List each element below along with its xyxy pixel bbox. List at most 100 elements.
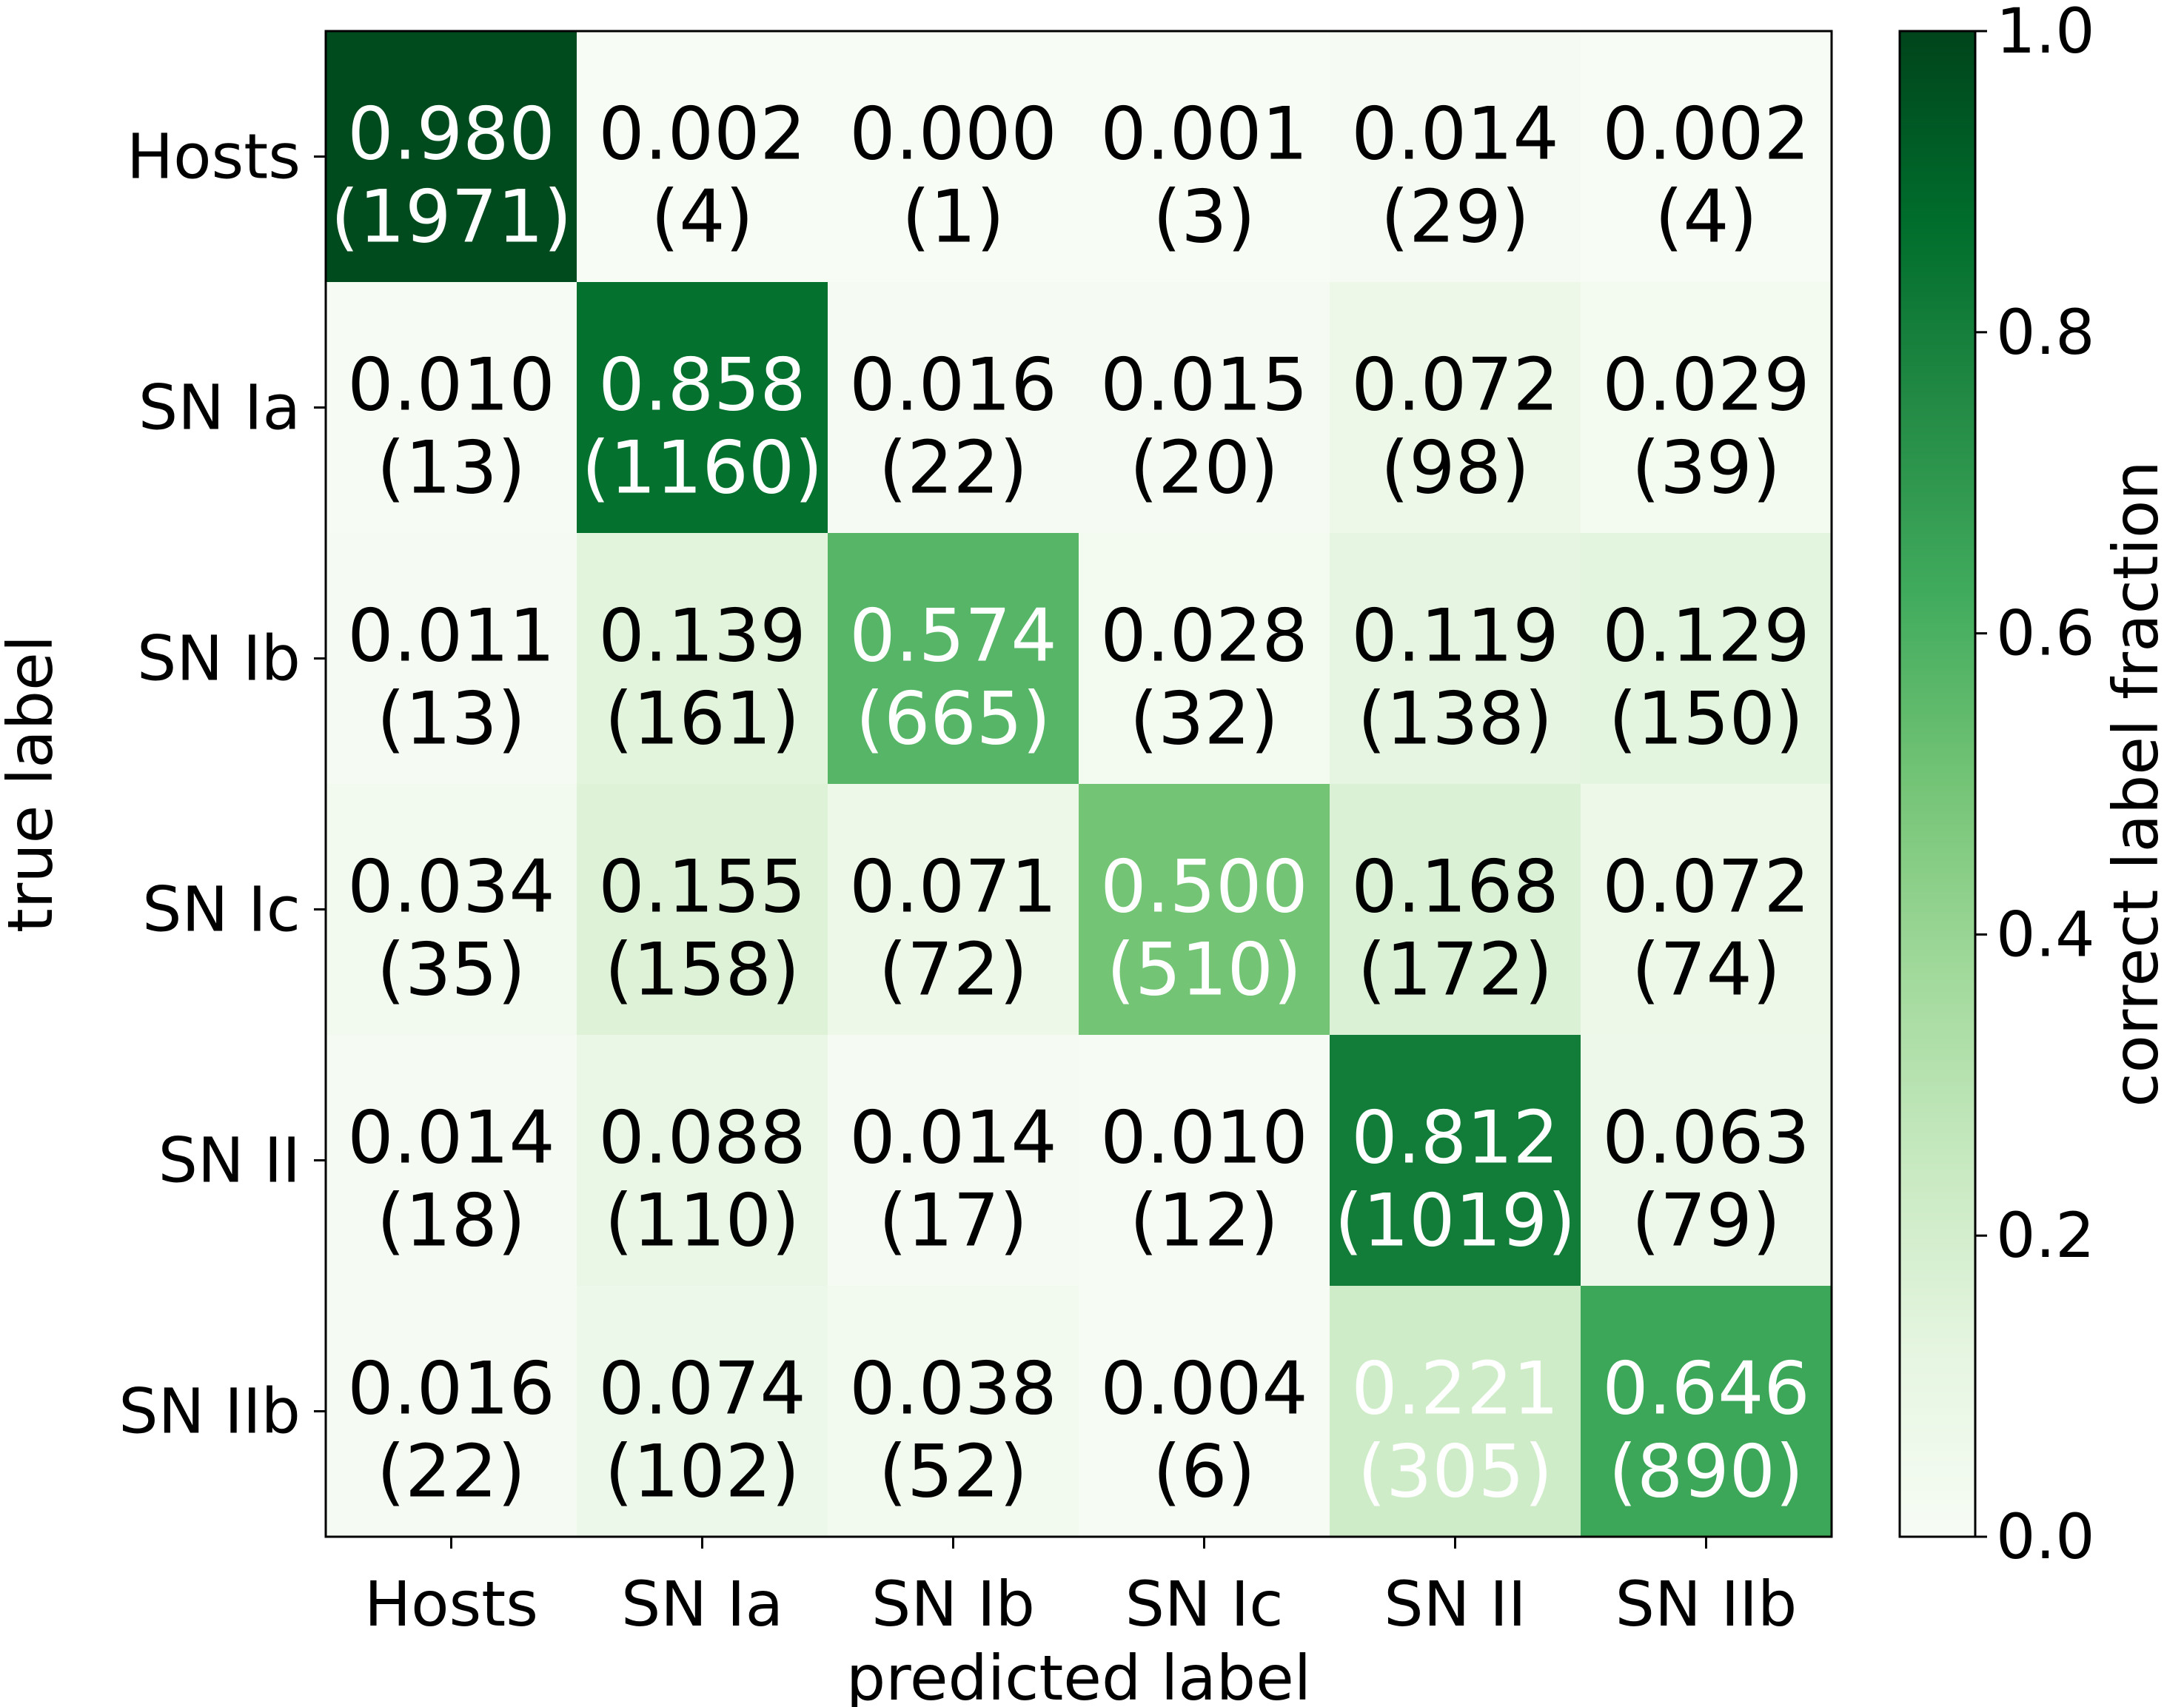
heatmap-cell — [828, 1286, 1079, 1537]
heatmap-cell — [1330, 533, 1581, 785]
colorbar-label: correct label fraction — [2100, 460, 2172, 1107]
heatmap-cell — [577, 282, 828, 534]
heatmap-cell — [326, 282, 577, 534]
cell-count-label: (39) — [1632, 426, 1781, 511]
heatmap-cell — [1581, 533, 1832, 785]
cell-count-label: (22) — [377, 1430, 526, 1515]
x-tick-label: SN II — [1384, 1568, 1526, 1640]
heatmap-cell — [828, 533, 1079, 785]
heatmap-cell — [326, 31, 577, 283]
cell-fraction-label: 0.004 — [1100, 1347, 1308, 1432]
x-axis: Hosts SN Ia SN Ib SN Ic SN II SN IIb — [364, 1537, 1797, 1640]
cell-fraction-label: 0.129 — [1602, 594, 1810, 679]
heatmap-cell — [1330, 1035, 1581, 1287]
cell-count-label: (13) — [377, 426, 526, 511]
cell-count-label: (17) — [879, 1179, 1028, 1264]
cell-count-label: (1019) — [1335, 1179, 1576, 1264]
colorbar-tick-label: 0.8 — [1996, 296, 2095, 369]
cell-count-label: (72) — [879, 928, 1028, 1013]
cell-count-label: (74) — [1632, 928, 1781, 1013]
heatmap-cell — [1079, 282, 1330, 534]
x-axis-label: predicted label — [846, 1642, 1311, 1707]
heatmap-cell — [1330, 31, 1581, 283]
plot-frame — [324, 30, 1833, 1538]
cell-count-label: (35) — [377, 928, 526, 1013]
cell-count-label: (13) — [377, 677, 526, 762]
cell-fraction-label: 0.011 — [347, 594, 555, 679]
heatmap-cell — [326, 1035, 577, 1287]
cell-count-label: (890) — [1609, 1430, 1804, 1515]
heatmap-cell — [1330, 1286, 1581, 1537]
y-tick-label: SN Ia — [138, 372, 301, 444]
cell-count-label: (79) — [1632, 1179, 1781, 1264]
heatmap-cell — [1079, 784, 1330, 1036]
heatmap-cell — [577, 1286, 828, 1537]
cell-count-label: (161) — [605, 677, 800, 762]
cell-fraction-label: 0.074 — [598, 1347, 806, 1432]
heatmap-cell — [577, 784, 828, 1036]
cell-count-label: (32) — [1130, 677, 1279, 762]
cell-fraction-label: 0.002 — [598, 93, 806, 177]
cell-count-label: (22) — [879, 426, 1028, 511]
cell-fraction-label: 0.014 — [849, 1096, 1057, 1181]
cell-fraction-label: 0.139 — [598, 594, 806, 679]
heatmap-cell — [1079, 1035, 1330, 1287]
cell-fraction-label: 0.000 — [849, 93, 1057, 177]
heatmap-cell — [326, 784, 577, 1036]
cell-fraction-label: 0.574 — [849, 594, 1057, 679]
cell-count-label: (18) — [377, 1179, 526, 1264]
cell-count-label: (52) — [879, 1430, 1028, 1515]
cell-fraction-label: 0.002 — [1602, 93, 1810, 177]
cell-count-label: (510) — [1107, 928, 1302, 1013]
cell-count-label: (305) — [1358, 1430, 1553, 1515]
cell-fraction-label: 0.071 — [849, 845, 1057, 930]
cell-fraction-label: 0.001 — [1100, 93, 1308, 177]
cell-count-label: (1160) — [582, 426, 823, 511]
cell-fraction-label: 0.038 — [849, 1347, 1057, 1432]
cell-fraction-label: 0.016 — [849, 343, 1057, 428]
cell-fraction-label: 0.646 — [1602, 1347, 1810, 1432]
cell-fraction-label: 0.010 — [347, 343, 555, 428]
colorbar-ticks: 0.0 0.2 0.4 0.6 0.8 1.0 — [1975, 0, 2095, 1573]
cell-fraction-label: 0.072 — [1351, 343, 1559, 428]
cell-count-label: (1971) — [331, 175, 572, 260]
heatmap-cell — [1079, 1286, 1330, 1537]
heatmap-cell — [577, 1035, 828, 1287]
cell-fraction-label: 0.014 — [1351, 93, 1559, 177]
cell-count-label: (29) — [1381, 175, 1530, 260]
colorbar-tick-label: 0.4 — [1996, 898, 2095, 970]
cell-count-label: (158) — [605, 928, 800, 1013]
cell-count-label: (98) — [1381, 426, 1530, 511]
y-tick-label: Hosts — [127, 121, 301, 193]
heatmap-cell — [1581, 31, 1832, 283]
cell-count-label: (6) — [1153, 1430, 1256, 1515]
cell-fraction-label: 0.015 — [1100, 343, 1308, 428]
cell-fraction-label: 0.221 — [1351, 1347, 1559, 1432]
heatmap-cell — [828, 784, 1079, 1036]
cell-fraction-label: 0.812 — [1351, 1096, 1559, 1181]
cell-count-label: (172) — [1358, 928, 1553, 1013]
cell-fraction-label: 0.980 — [347, 93, 555, 177]
heatmap-cell — [1581, 1286, 1832, 1537]
cell-fraction-label: 0.500 — [1100, 845, 1308, 930]
heatmap-cell — [1079, 533, 1330, 785]
heatmap-cell — [326, 533, 577, 785]
cell-fraction-label: 0.034 — [347, 845, 555, 930]
y-tick-label: SN Ib — [137, 623, 301, 695]
y-axis-label: true label — [0, 635, 67, 933]
cell-count-label: (110) — [605, 1179, 800, 1264]
cell-count-label: (3) — [1153, 175, 1256, 260]
cell-fraction-label: 0.063 — [1602, 1096, 1810, 1181]
y-tick-label: SN Ic — [142, 873, 301, 946]
colorbar: 0.0 0.2 0.4 0.6 0.8 1.0 correct label fractio… — [1898, 0, 2172, 1573]
cell-fraction-label: 0.010 — [1100, 1096, 1308, 1181]
x-tick-label: SN IIb — [1615, 1568, 1798, 1640]
cell-fraction-label: 0.088 — [598, 1096, 806, 1181]
heatmap-cell — [1330, 784, 1581, 1036]
colorbar-frame — [1898, 30, 1977, 1538]
cell-fraction-label: 0.858 — [598, 343, 806, 428]
colorbar-tick-label: 1.0 — [1996, 0, 2095, 67]
cell-fraction-label: 0.119 — [1351, 594, 1559, 679]
cell-fraction-label: 0.014 — [347, 1096, 555, 1181]
